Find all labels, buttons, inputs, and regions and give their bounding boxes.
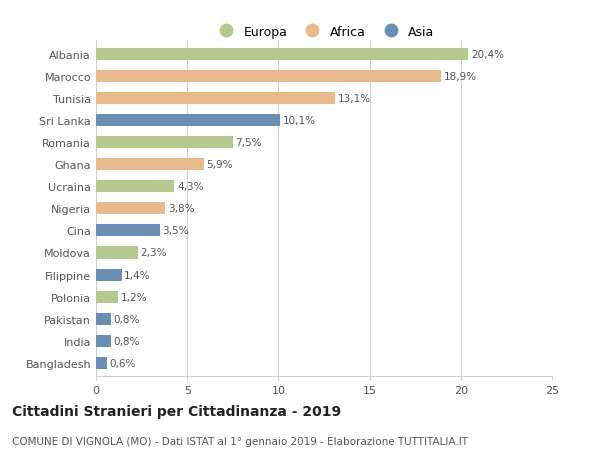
Bar [96,357,107,369]
Bar [96,225,160,237]
Text: 18,9%: 18,9% [443,72,476,82]
Bar [96,181,175,193]
Bar [96,247,138,259]
Bar [96,269,122,281]
Text: 1,2%: 1,2% [121,292,147,302]
Text: 7,5%: 7,5% [236,138,262,148]
Bar [96,137,233,149]
Text: 3,5%: 3,5% [163,226,189,236]
Bar [96,335,110,347]
Text: 20,4%: 20,4% [471,50,504,60]
Bar [96,93,335,105]
Legend: Europa, Africa, Asia: Europa, Africa, Asia [209,21,439,44]
Bar [96,71,441,83]
Text: 0,8%: 0,8% [113,336,140,346]
Text: 3,8%: 3,8% [168,204,194,214]
Text: 5,9%: 5,9% [206,160,233,170]
Text: 4,3%: 4,3% [177,182,203,192]
Text: 13,1%: 13,1% [338,94,371,104]
Bar [96,49,468,61]
Bar [96,159,203,171]
Text: COMUNE DI VIGNOLA (MO) - Dati ISTAT al 1° gennaio 2019 - Elaborazione TUTTITALIA: COMUNE DI VIGNOLA (MO) - Dati ISTAT al 1… [12,436,468,446]
Bar [96,203,166,215]
Bar [96,291,118,303]
Bar [96,115,280,127]
Text: 1,4%: 1,4% [124,270,151,280]
Text: 10,1%: 10,1% [283,116,316,126]
Bar [96,313,110,325]
Text: 0,6%: 0,6% [110,358,136,368]
Text: 0,8%: 0,8% [113,314,140,324]
Text: Cittadini Stranieri per Cittadinanza - 2019: Cittadini Stranieri per Cittadinanza - 2… [12,404,341,418]
Text: 2,3%: 2,3% [140,248,167,258]
